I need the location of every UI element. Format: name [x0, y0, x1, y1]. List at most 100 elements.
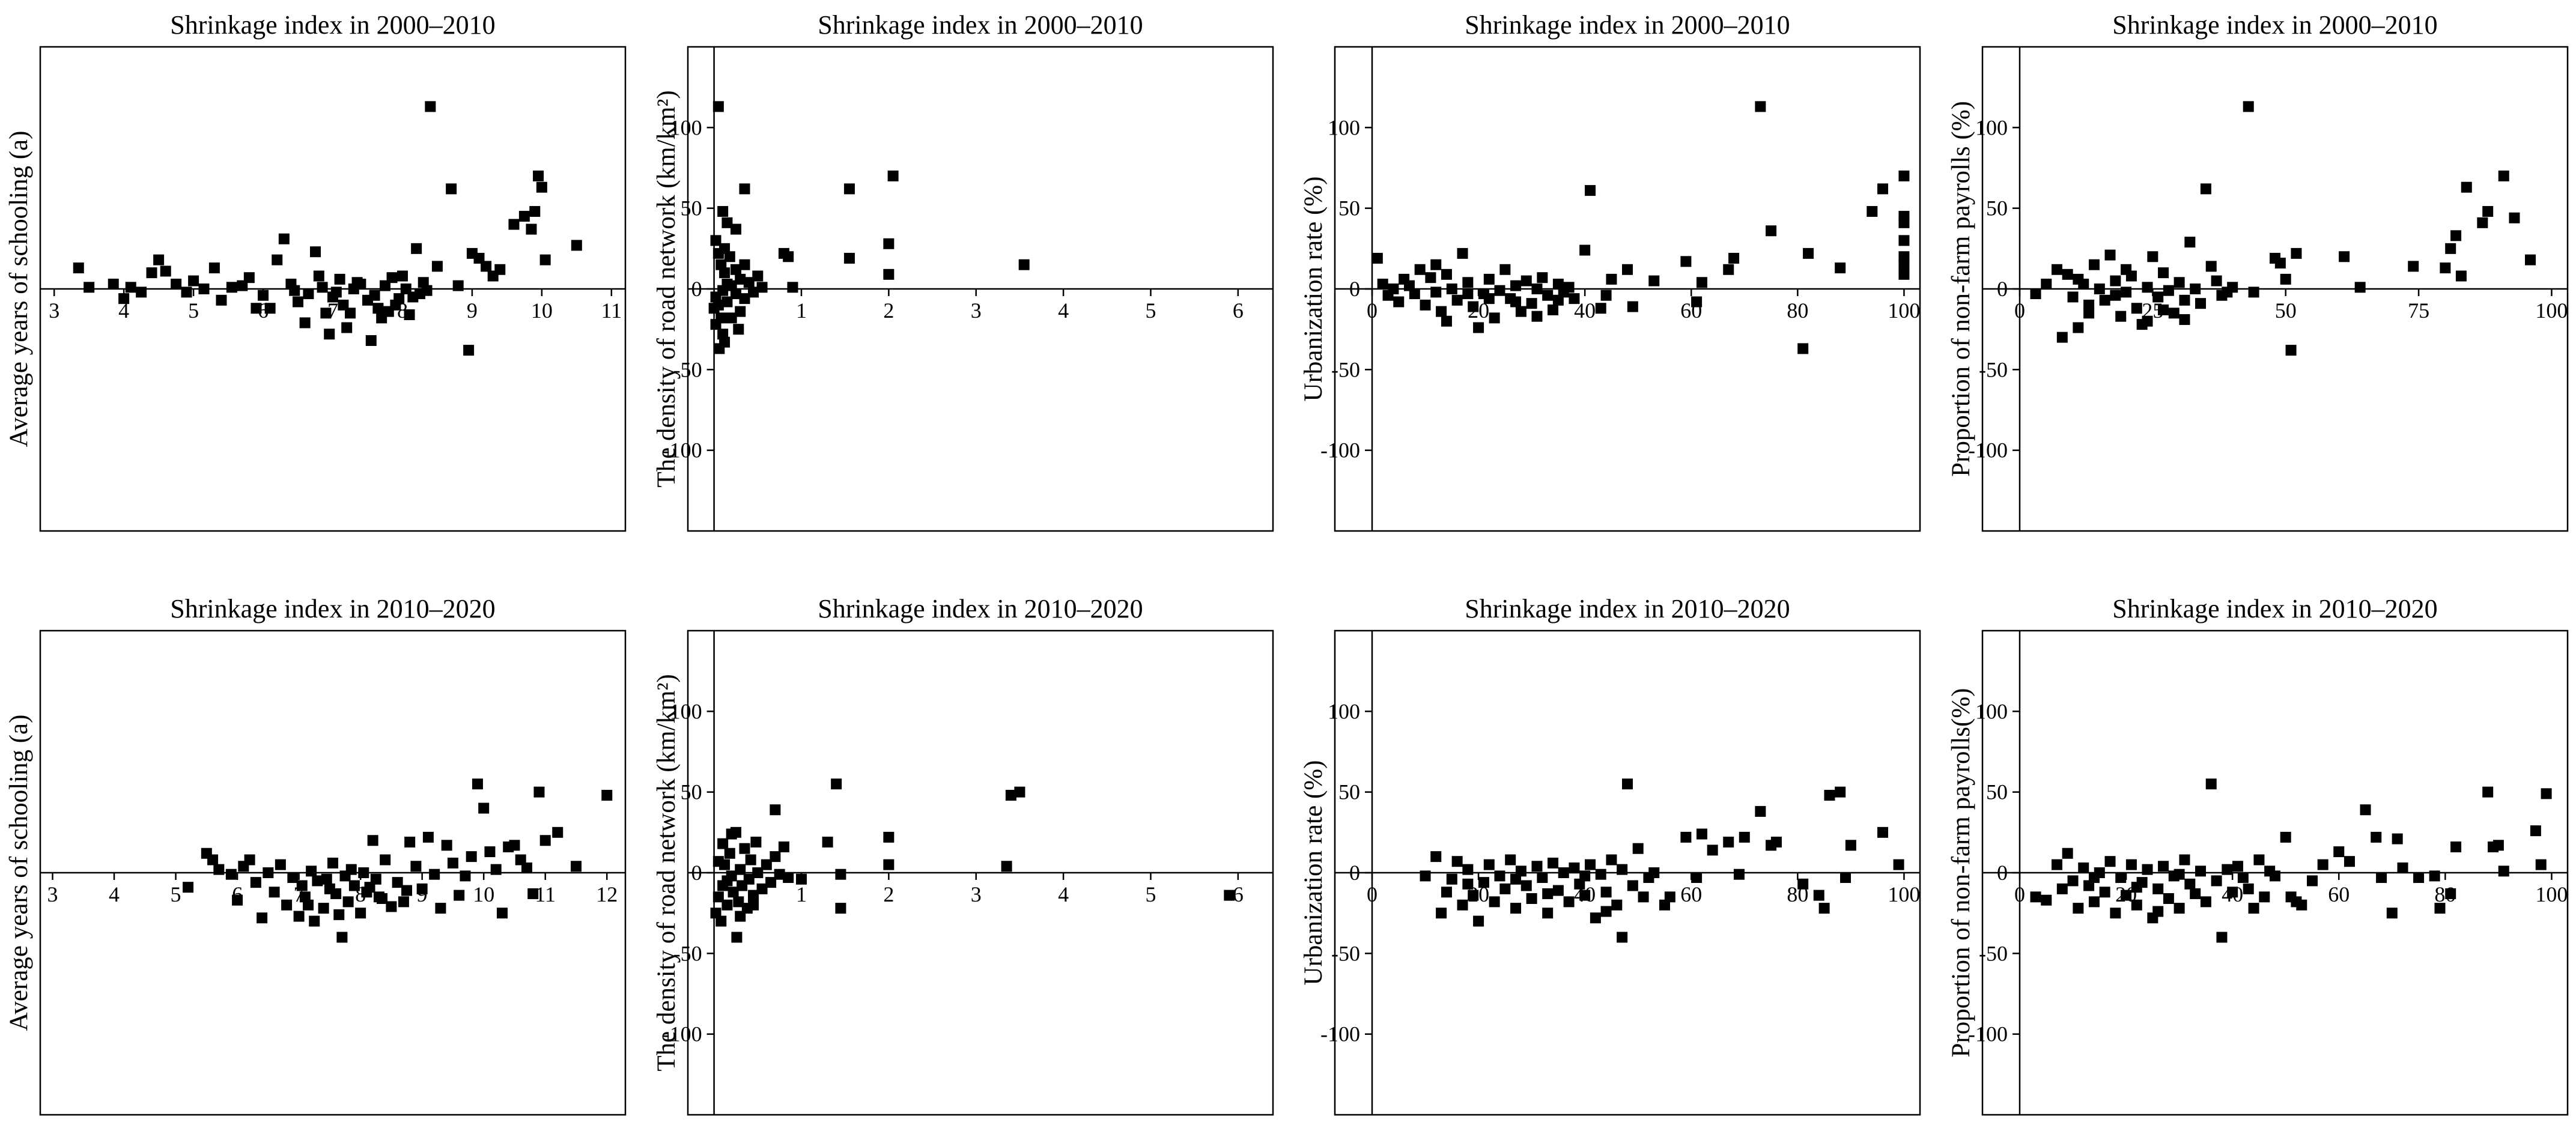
- data-point: [527, 888, 539, 899]
- data-point: [302, 899, 314, 911]
- data-point: [752, 270, 764, 282]
- data-point: [306, 866, 317, 877]
- data-point: [2056, 332, 2068, 343]
- data-point: [2376, 872, 2387, 884]
- data-point: [1579, 890, 1591, 901]
- data-point: [2248, 903, 2259, 914]
- data-point: [1499, 883, 1511, 894]
- data-point: [2227, 887, 2238, 898]
- data-point: [2110, 275, 2121, 287]
- data-point: [761, 859, 772, 870]
- data-point: [410, 861, 422, 872]
- data-point: [1691, 872, 1703, 884]
- data-point: [422, 831, 434, 843]
- y-tick-label: 100: [1975, 699, 2008, 723]
- data-point: [1224, 890, 1235, 901]
- data-point: [2121, 264, 2132, 275]
- data-point: [2073, 273, 2084, 285]
- data-point: [1005, 790, 1016, 801]
- data-point: [539, 254, 551, 265]
- data-point: [1648, 867, 1660, 878]
- y-tick-label: 100: [670, 115, 702, 139]
- data-point: [401, 885, 413, 896]
- data-point: [1505, 854, 1516, 866]
- x-tick-label: 0: [1367, 882, 1378, 906]
- data-point: [708, 303, 720, 314]
- data-point: [345, 864, 357, 875]
- data-point: [2163, 285, 2174, 296]
- data-point: [1515, 306, 1526, 317]
- data-point: [386, 272, 398, 284]
- data-point: [1691, 296, 1703, 308]
- panel-title: Shrinkage index in 2000–2010: [818, 10, 1143, 40]
- data-point: [1430, 287, 1442, 298]
- data-point: [2056, 883, 2068, 894]
- data-point: [710, 319, 721, 330]
- data-point: [2179, 314, 2190, 326]
- data-point: [171, 278, 182, 290]
- data-point: [733, 324, 744, 335]
- data-point: [721, 899, 733, 911]
- data-point: [2492, 840, 2504, 851]
- data-point: [1632, 843, 1644, 854]
- data-point: [1537, 272, 1548, 284]
- data-point: [1680, 831, 1692, 843]
- data-point: [293, 911, 305, 922]
- data-point: [2062, 268, 2073, 280]
- data-point: [1867, 206, 1878, 217]
- data-point: [770, 851, 781, 863]
- y-tick-label: 50: [681, 780, 702, 804]
- data-point: [2291, 247, 2302, 259]
- data-point: [883, 859, 895, 870]
- data-point: [1483, 293, 1495, 305]
- data-point: [2243, 883, 2254, 894]
- data-point: [2205, 261, 2217, 272]
- data-point: [481, 261, 492, 272]
- data-point: [1595, 303, 1606, 314]
- data-point: [198, 284, 210, 294]
- data-point: [1558, 867, 1569, 878]
- x-tick-label: 100: [2535, 299, 2568, 323]
- x-tick-label: 60: [2328, 882, 2350, 906]
- data-point: [2088, 896, 2100, 908]
- data-point: [2461, 181, 2472, 193]
- y-tick-label: -100: [663, 438, 702, 462]
- data-point: [2211, 275, 2222, 287]
- data-point: [2392, 833, 2403, 844]
- data-point: [843, 183, 855, 195]
- data-point: [320, 308, 332, 319]
- data-point: [2296, 899, 2307, 911]
- data-point: [2099, 887, 2110, 898]
- y-tick-label: 100: [1328, 699, 1360, 723]
- data-point: [2248, 287, 2259, 298]
- data-point: [2147, 251, 2158, 262]
- y-tick-label: 50: [1338, 780, 1360, 804]
- data-point: [342, 896, 354, 908]
- data-point: [431, 261, 443, 272]
- data-point: [739, 183, 750, 195]
- data-point: [1898, 259, 1910, 270]
- data-point: [369, 290, 380, 301]
- x-tick-label: 12: [596, 882, 618, 906]
- data-point: [2115, 311, 2127, 322]
- data-point: [1728, 252, 1740, 264]
- data-point: [1414, 264, 1426, 275]
- data-point: [2067, 875, 2079, 887]
- y-tick-label: 100: [1328, 115, 1360, 139]
- data-point: [783, 872, 794, 884]
- data-point: [287, 872, 299, 884]
- data-point: [774, 869, 785, 880]
- x-tick-label: 0: [1367, 299, 1378, 323]
- data-point: [571, 240, 582, 251]
- data-point: [1622, 778, 1633, 790]
- data-point: [735, 273, 746, 285]
- data-point: [748, 287, 759, 298]
- data-point: [1835, 786, 1846, 798]
- data-point: [721, 296, 733, 308]
- data-point: [160, 265, 171, 277]
- data-point: [1648, 275, 1660, 287]
- data-point: [1552, 294, 1564, 306]
- data-point: [719, 267, 731, 279]
